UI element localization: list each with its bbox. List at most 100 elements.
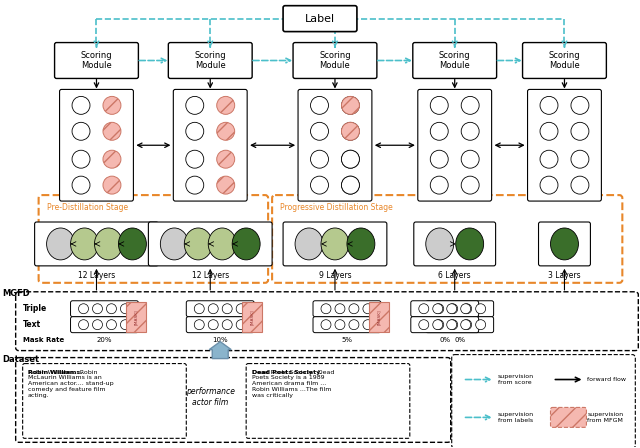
FancyBboxPatch shape [186,317,254,333]
Circle shape [120,304,131,314]
FancyBboxPatch shape [283,222,387,266]
Text: 12 Layers: 12 Layers [191,271,229,280]
Circle shape [430,122,448,140]
Text: Triple: Triple [22,304,47,313]
FancyBboxPatch shape [426,317,493,333]
Text: Scoring
Module: Scoring Module [81,51,112,70]
FancyBboxPatch shape [54,43,138,78]
FancyBboxPatch shape [70,301,138,317]
Circle shape [93,320,102,330]
Ellipse shape [95,228,122,260]
Circle shape [419,304,429,314]
Text: 20%: 20% [97,336,112,343]
FancyBboxPatch shape [414,222,495,266]
Text: MGFD: MGFD [3,289,31,298]
Circle shape [236,304,246,314]
FancyBboxPatch shape [15,292,638,351]
Ellipse shape [184,228,212,260]
Text: Scoring
Module: Scoring Module [548,51,580,70]
Circle shape [103,122,121,140]
Ellipse shape [295,228,323,260]
Circle shape [342,122,360,140]
Text: forward flow: forward flow [588,377,627,382]
Circle shape [106,304,116,314]
Circle shape [448,304,458,314]
Text: [MASK]: [MASK] [134,309,138,324]
Ellipse shape [426,228,454,260]
Circle shape [72,96,90,114]
Circle shape [476,320,486,330]
Circle shape [447,304,457,314]
FancyBboxPatch shape [411,317,479,333]
FancyBboxPatch shape [369,302,389,332]
FancyBboxPatch shape [293,43,377,78]
FancyBboxPatch shape [127,302,147,332]
Circle shape [342,150,360,168]
Circle shape [321,320,331,330]
Circle shape [540,176,558,194]
Circle shape [195,304,204,314]
Circle shape [103,176,121,194]
Ellipse shape [70,228,99,260]
Circle shape [217,122,235,140]
Text: 12 Layers: 12 Layers [78,271,115,280]
Circle shape [571,122,589,140]
FancyBboxPatch shape [15,358,451,442]
Circle shape [434,320,444,330]
Circle shape [342,176,360,194]
Ellipse shape [232,228,260,260]
FancyBboxPatch shape [418,90,492,201]
Circle shape [430,150,448,168]
Text: 9 Layers: 9 Layers [319,271,351,280]
Circle shape [335,320,345,330]
Circle shape [335,304,345,314]
Text: [MASK]: [MASK] [250,309,254,324]
Circle shape [79,320,88,330]
Circle shape [430,176,448,194]
FancyBboxPatch shape [173,90,247,201]
Text: Mask Rate: Mask Rate [22,336,64,343]
Circle shape [217,176,235,194]
FancyBboxPatch shape [313,301,381,317]
Circle shape [461,150,479,168]
Circle shape [571,150,589,168]
Text: 10%: 10% [212,336,228,343]
FancyBboxPatch shape [22,364,186,438]
Circle shape [461,96,479,114]
Circle shape [310,150,328,168]
Circle shape [195,320,204,330]
Circle shape [342,150,360,168]
Circle shape [217,150,235,168]
Ellipse shape [118,228,147,260]
FancyBboxPatch shape [452,355,636,448]
Circle shape [208,320,218,330]
Circle shape [186,96,204,114]
FancyBboxPatch shape [168,43,252,78]
Circle shape [342,96,360,114]
Circle shape [103,150,121,168]
Ellipse shape [347,228,375,260]
Text: Robin Williams.  Robin
McLaurin Williams is an
American actor.... stand-up
comed: Robin Williams. Robin McLaurin Williams … [28,370,113,398]
FancyBboxPatch shape [538,222,591,266]
Circle shape [349,304,359,314]
FancyBboxPatch shape [527,90,602,201]
Circle shape [461,176,479,194]
Ellipse shape [47,228,74,260]
Text: Text: Text [22,320,41,329]
Circle shape [571,176,589,194]
Circle shape [310,176,328,194]
Circle shape [540,150,558,168]
Text: Label: Label [305,13,335,24]
Circle shape [434,304,444,314]
Text: 0%: 0% [454,336,465,343]
Circle shape [461,304,472,314]
Circle shape [447,320,457,330]
Circle shape [540,122,558,140]
Text: Robin Williams.: Robin Williams. [28,370,82,375]
Text: 3 Layers: 3 Layers [548,271,580,280]
Circle shape [349,320,359,330]
FancyBboxPatch shape [60,90,133,201]
Circle shape [208,304,218,314]
FancyArrow shape [209,342,231,358]
FancyBboxPatch shape [186,301,254,317]
